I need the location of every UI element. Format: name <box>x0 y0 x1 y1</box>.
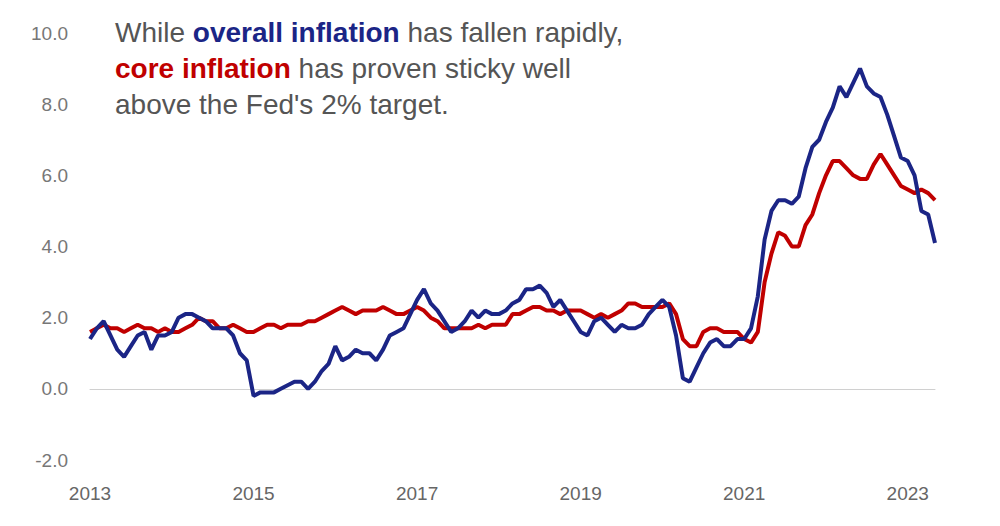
svg-text:10.0: 10.0 <box>31 23 68 44</box>
svg-text:While: While <box>115 17 193 48</box>
svg-text:2021: 2021 <box>723 483 765 504</box>
svg-text:2023: 2023 <box>887 483 929 504</box>
svg-text:2017: 2017 <box>396 483 438 504</box>
svg-text:2.0: 2.0 <box>42 307 68 328</box>
svg-text:2013: 2013 <box>69 483 111 504</box>
svg-text:0.0: 0.0 <box>42 378 68 399</box>
svg-text:has fallen rapidly,: has fallen rapidly, <box>400 17 624 48</box>
svg-text:overall inflation: overall inflation <box>193 17 400 48</box>
svg-text:core inflation: core inflation <box>115 53 291 84</box>
svg-text:2019: 2019 <box>560 483 602 504</box>
svg-text:above the Fed's 2% target.: above the Fed's 2% target. <box>115 89 449 120</box>
svg-text:-2.0: -2.0 <box>35 450 68 471</box>
svg-text:2015: 2015 <box>232 483 274 504</box>
svg-text:6.0: 6.0 <box>42 165 68 186</box>
svg-text:8.0: 8.0 <box>42 94 68 115</box>
svg-text:has proven sticky well: has proven sticky well <box>291 53 571 84</box>
svg-text:4.0: 4.0 <box>42 236 68 257</box>
